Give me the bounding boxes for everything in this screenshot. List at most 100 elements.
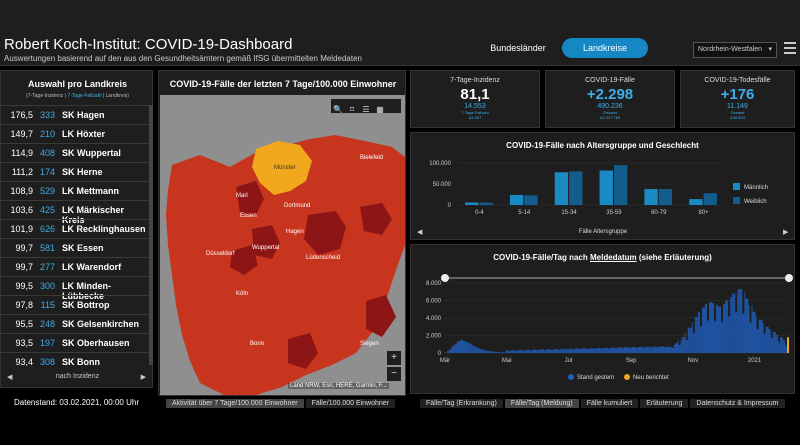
row-inzidenz: 111,2 xyxy=(11,167,33,177)
daily-bar xyxy=(687,327,689,353)
kpi-todesfaelle: COVID-19-Todesfälle +176 11.149 Gesamt Δ… xyxy=(680,70,795,128)
district-row[interactable]: 95,5 248 SK Gelsenkirchen xyxy=(1,314,149,333)
row-district-name: LK Märkischer Kreis xyxy=(62,205,125,225)
daily-bar xyxy=(763,333,765,353)
row-inzidenz: 99,7 xyxy=(15,262,33,272)
tab-faelle-pro-100k[interactable]: Fälle/100.000 Einwohner xyxy=(305,399,396,408)
daily-bar xyxy=(774,332,776,353)
tab-bundeslaender[interactable]: Bundesländer xyxy=(490,43,546,53)
daily-bar xyxy=(784,344,786,353)
daily-bar xyxy=(781,337,783,353)
daily-bar xyxy=(746,298,748,353)
row-faelle: 308 xyxy=(39,357,55,367)
district-row[interactable]: 99,7 277 LK Warendorf xyxy=(1,257,149,276)
daily-bar xyxy=(635,347,637,353)
prev-arrow-icon[interactable]: ◀ xyxy=(7,374,13,381)
map-svg xyxy=(160,95,405,395)
subtitle-part: | Landkreis) xyxy=(101,93,129,99)
chart-tab[interactable]: Fälle/Tag (Erkrankung) xyxy=(420,399,503,408)
daily-bar xyxy=(665,347,667,353)
title-link-meldedatum[interactable]: Meldedatum xyxy=(589,253,637,262)
chart-tab[interactable]: Fälle kumuliert xyxy=(580,399,639,408)
daily-bar xyxy=(479,348,481,353)
list-scrollbar[interactable] xyxy=(149,105,153,365)
daily-bar xyxy=(526,349,528,353)
district-row[interactable]: 111,2 174 SK Herne xyxy=(1,162,149,181)
district-row[interactable]: 99,5 300 LK Minden-Lübbecke xyxy=(1,276,149,301)
daily-bar xyxy=(541,349,542,353)
daily-bar xyxy=(723,304,725,353)
zoom-out-button[interactable]: − xyxy=(387,367,401,381)
district-row[interactable]: 97,8 115 SK Bottrop xyxy=(1,295,149,314)
age-chart: 0 50.000 100.000 0-4 5-14 15-34 35-59 60-79 80+ M… xyxy=(417,161,789,236)
kpi-subsub: 7-Tage-Fallzahl xyxy=(461,110,489,115)
daily-bar xyxy=(574,348,576,353)
daily-bar xyxy=(587,349,589,353)
daily-bar xyxy=(681,337,683,353)
daily-bar xyxy=(678,345,680,353)
daily-bar xyxy=(576,348,578,353)
state-select[interactable]: Nordrhein-Westfalen ▾ xyxy=(693,42,777,58)
x-tick-label: Mai xyxy=(502,358,512,364)
district-list-title: Auswahl pro Landkreis xyxy=(27,79,128,89)
daily-bar xyxy=(570,348,572,353)
row-district-name: LK Recklinghausen xyxy=(62,224,146,234)
daily-bar xyxy=(524,349,526,353)
daily-bar xyxy=(494,351,496,353)
daily-bar xyxy=(542,349,543,353)
daily-bar xyxy=(607,348,609,353)
map-label: Marl xyxy=(236,193,248,199)
daily-bar xyxy=(468,342,470,353)
row-faelle: 300 xyxy=(39,281,55,291)
tab-aktivitaet[interactable]: Aktivität über 7 Tage/100.000 Einwohner xyxy=(166,399,304,408)
row-district-name: SK Gelsenkirchen xyxy=(62,319,140,329)
next-arrow-icon[interactable]: ▶ xyxy=(140,374,146,381)
daily-bar xyxy=(515,350,517,353)
x-tick-label: 60-79 xyxy=(651,210,667,216)
district-row[interactable]: 103,6 425 LK Märkischer Kreis xyxy=(1,200,149,225)
map-label: Dortmund xyxy=(284,203,311,209)
y-tick-label: 0 xyxy=(448,203,452,209)
district-row[interactable]: 108,9 529 LK Mettmann xyxy=(1,181,149,200)
daily-bar xyxy=(700,326,702,353)
district-row[interactable]: 93,4 308 SK Bonn xyxy=(1,352,149,371)
daily-bar xyxy=(491,351,493,353)
district-row[interactable]: 93,5 197 SK Oberhausen xyxy=(1,333,149,352)
search-icon[interactable]: 🔍 xyxy=(333,105,343,114)
list-icon[interactable]: ☰ xyxy=(362,105,370,114)
zoom-in-button[interactable]: + xyxy=(387,351,401,365)
row-inzidenz: 176,5 xyxy=(10,110,33,120)
daily-bar xyxy=(622,348,623,353)
daily-bar xyxy=(598,347,600,353)
district-row[interactable]: 99,7 581 SK Essen xyxy=(1,238,149,257)
basemap-icon[interactable]: ▦ xyxy=(376,105,384,114)
daily-bar xyxy=(510,350,512,353)
choropleth-map[interactable]: Bielefeld Münster Dortmund Essen Hagen W… xyxy=(160,95,405,395)
row-district-name: LK Minden-Lübbecke xyxy=(62,281,111,301)
daily-bar xyxy=(588,348,590,353)
map-label: Essen xyxy=(240,213,257,219)
district-row[interactable]: 149,7 210 LK Höxter xyxy=(1,124,149,143)
row-faelle: 529 xyxy=(39,186,55,196)
daily-bar xyxy=(558,349,560,353)
district-row[interactable]: 114,9 408 SK Wuppertal xyxy=(1,143,149,162)
daily-bar xyxy=(722,321,724,353)
tab-landkreise[interactable]: Landkreise xyxy=(562,38,648,58)
chart-tab[interactable]: Fälle/Tag (Meldung) xyxy=(504,399,579,408)
daily-bar xyxy=(662,346,664,353)
district-row[interactable]: 101,9 626 LK Recklinghausen xyxy=(1,219,149,238)
daily-bar xyxy=(757,329,759,353)
daily-bar xyxy=(480,348,482,353)
daily-bar xyxy=(647,346,649,353)
daily-bar xyxy=(726,300,728,353)
row-district-name: SK Bonn xyxy=(62,357,100,367)
chart-tab[interactable]: Erläuterung xyxy=(640,399,689,408)
bookmark-icon[interactable]: ⌑ xyxy=(349,105,355,114)
daily-bar xyxy=(664,347,666,353)
daily-bar xyxy=(465,341,467,353)
daily-bar xyxy=(740,289,742,353)
district-row[interactable]: 176,5 333 SK Hagen xyxy=(1,105,149,124)
hamburger-menu-icon[interactable] xyxy=(784,42,796,54)
chart-tab[interactable]: Datenschutz & Impressum xyxy=(690,399,785,408)
daily-bar xyxy=(648,346,650,353)
